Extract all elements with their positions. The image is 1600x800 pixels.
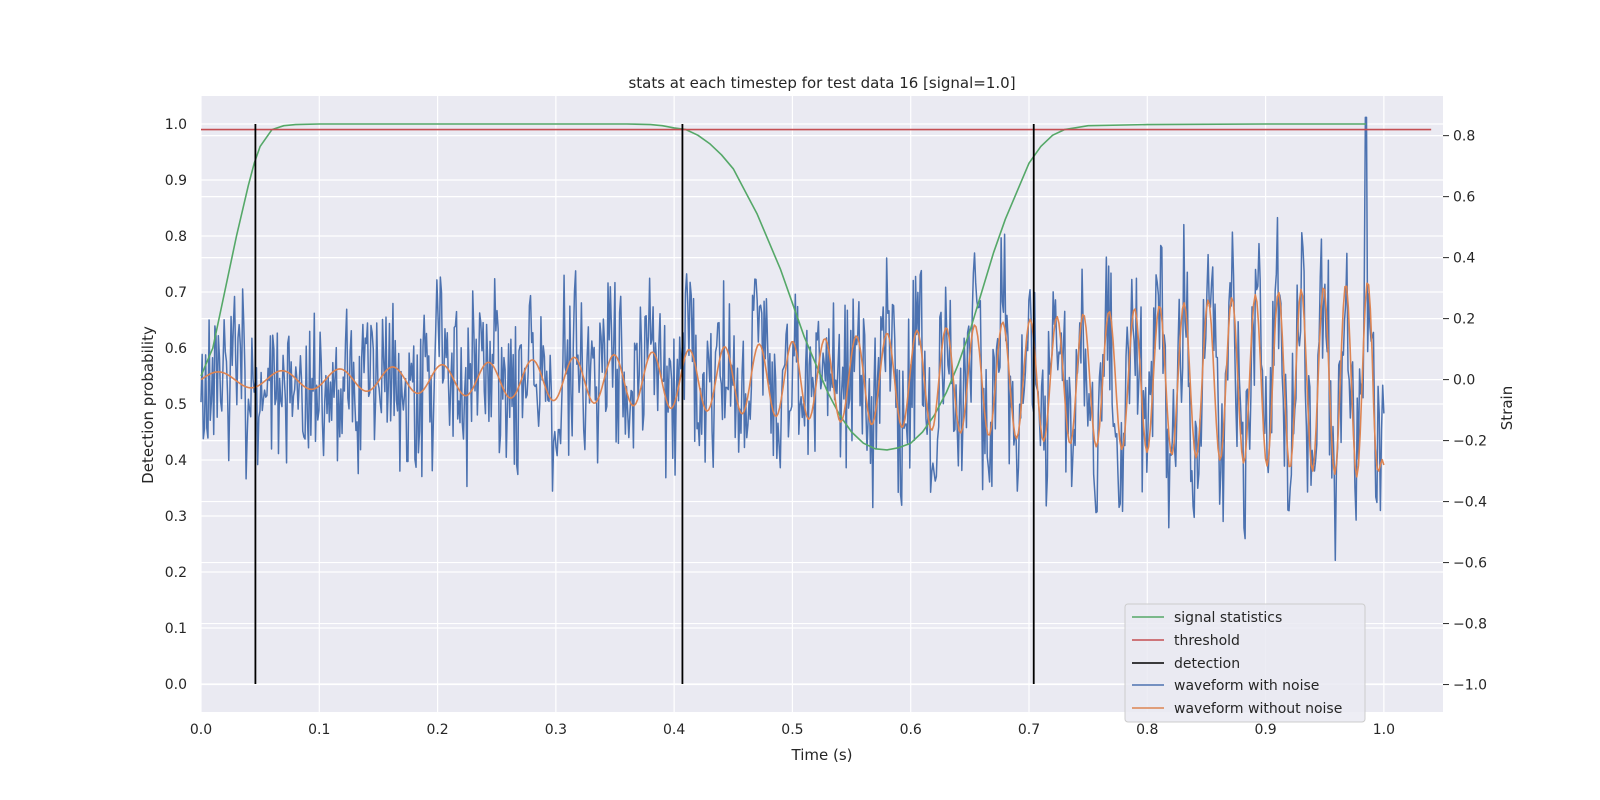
y-right-axis-label: Strain [1498,386,1516,430]
y-left-tick-label: 0.9 [165,173,187,189]
legend-label-signal-statistics: signal statistics [1174,610,1282,626]
y-right-tick-label: 0.2 [1453,312,1475,328]
x-tick-label: 1.0 [1373,722,1395,738]
x-tick-label: 0.1 [308,722,330,738]
y-left-axis-label: Detection probability [139,326,157,484]
chart-title: stats at each timestep for test data 16 … [628,74,1015,92]
y-right-tick-label: 0.4 [1453,251,1475,267]
legend: signal statistics threshold detection wa… [1124,603,1366,723]
series-waveform-without-noise [200,282,1385,478]
legend-box [1124,603,1366,723]
y-right-tick-label: −0.6 [1453,556,1487,572]
x-tick-label: 0.5 [781,722,803,738]
y-left-axis-ticks: 0.0 0.1 0.2 0.3 0.4 0.5 0.6 0.7 0.8 0.9 1.0 [165,117,187,693]
y-left-tick-label: 0.1 [165,621,187,637]
y-left-tick-label: 0.8 [165,229,187,245]
plot-area [200,116,1432,684]
x-tick-label: 0.3 [545,722,567,738]
x-tick-label: 0.4 [663,722,685,738]
y-left-tick-label: 1.0 [165,117,187,133]
y-left-tick-label: 0.0 [165,677,187,693]
y-right-tick-label: 0.0 [1453,373,1475,389]
series-waveform-with-noise [200,116,1385,562]
x-axis-label: Time (s) [791,746,853,764]
x-tick-label: 0.0 [190,722,212,738]
legend-label-waveform-with-noise: waveform with noise [1174,678,1319,694]
y-left-tick-label: 0.7 [165,285,187,301]
x-tick-label: 0.8 [1136,722,1158,738]
y-left-tick-label: 0.2 [165,565,187,581]
y-left-tick-label: 0.3 [165,509,187,525]
legend-label-waveform-without-noise: waveform without noise [1174,701,1342,717]
y-right-tick-label: 0.8 [1453,129,1475,145]
x-axis-ticks: 0.0 0.1 0.2 0.3 0.4 0.5 0.6 0.7 0.8 0.9 1.0 [190,722,1395,738]
y-right-tick-label: −0.2 [1453,434,1487,450]
y-right-tick-label: −1.0 [1453,678,1487,694]
y-left-tick-label: 0.5 [165,397,187,413]
legend-label-detection: detection [1174,656,1240,672]
series-signal-statistics [200,123,1367,451]
y-right-tick-label: −0.4 [1453,495,1487,511]
y-right-tick-label: 0.6 [1453,190,1475,206]
y-right-tick-label: −0.8 [1453,617,1487,633]
x-tick-label: 0.2 [426,722,448,738]
x-tick-label: 0.6 [900,722,922,738]
x-tick-label: 0.7 [1018,722,1040,738]
x-tick-label: 0.9 [1254,722,1276,738]
y-left-tick-label: 0.4 [165,453,187,469]
y-left-tick-label: 0.6 [165,341,187,357]
y-right-axis-ticks: −1.0 −0.8 −0.6 −0.4 −0.2 0.0 0.2 0.4 0.6 0.8 [1443,129,1487,694]
legend-label-threshold: threshold [1174,633,1240,649]
